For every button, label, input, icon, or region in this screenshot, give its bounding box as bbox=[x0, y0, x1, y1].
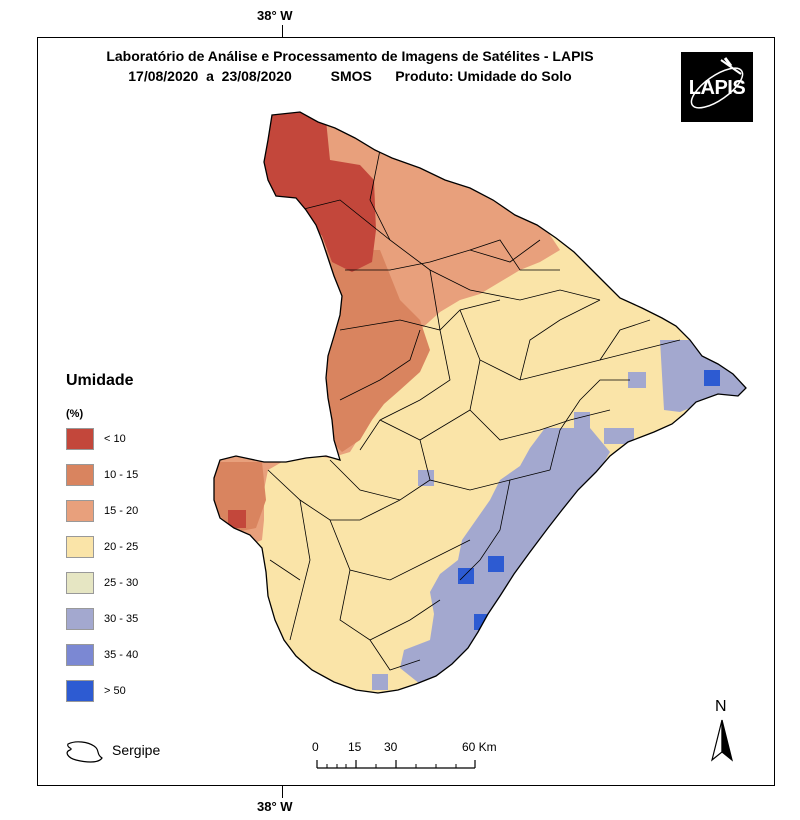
zone-30-35-cell-1 bbox=[628, 372, 646, 388]
graticule-tick-top bbox=[282, 25, 283, 37]
graticule-label-top: 38° W bbox=[257, 8, 293, 23]
logo-text: LAPIS bbox=[688, 77, 746, 99]
legend-label: 35 - 40 bbox=[104, 649, 139, 661]
boundary-shape-icon bbox=[66, 741, 103, 763]
map-frame bbox=[37, 37, 775, 786]
map-subtitle: 17/08/2020 a 23/08/2020 SMOS Produto: Um… bbox=[128, 68, 572, 84]
zone-gt-50-cell-1 bbox=[704, 370, 720, 386]
north-letter: N bbox=[715, 698, 727, 715]
legend-unit: (%) bbox=[66, 408, 84, 420]
legend-label: 25 - 30 bbox=[104, 577, 139, 589]
scale-label: 30 bbox=[384, 740, 398, 754]
graticule-tick-bottom bbox=[282, 786, 283, 798]
zone-30-35-cell-3 bbox=[574, 412, 590, 428]
map-title: Laboratório de Análise e Processamento d… bbox=[106, 48, 594, 64]
north-arrow-icon bbox=[710, 719, 734, 762]
legend-title: Umidade bbox=[66, 372, 134, 389]
zone-gt-50-cell-4 bbox=[474, 614, 490, 630]
zone-lt-10-cell bbox=[228, 510, 246, 528]
scale-label: 15 bbox=[348, 740, 362, 754]
legend-label: 15 - 20 bbox=[104, 505, 139, 517]
scale-bar-ticks bbox=[316, 760, 476, 769]
municipality-boundaries bbox=[267, 149, 681, 671]
zone-10-15-west bbox=[214, 462, 266, 532]
legend-label: 30 - 35 bbox=[104, 613, 139, 625]
legend-swatch bbox=[66, 428, 94, 450]
zone-gt-50-cell-2 bbox=[458, 568, 474, 584]
moisture-raster bbox=[214, 112, 746, 693]
zone-lt-10 bbox=[260, 112, 376, 272]
zone-30-35-cell-4 bbox=[418, 470, 434, 486]
legend-label: 10 - 15 bbox=[104, 469, 139, 481]
legend-swatch bbox=[66, 536, 94, 558]
legend-label: < 10 bbox=[104, 433, 126, 445]
zone-30-35-cell-5 bbox=[372, 674, 388, 690]
legend-label: > 50 bbox=[104, 685, 126, 697]
boundary-legend-label: Sergipe bbox=[112, 742, 161, 758]
legend-swatch bbox=[66, 644, 94, 666]
lapis-logo: LAPIS bbox=[681, 52, 753, 122]
scale-label: 0 bbox=[312, 740, 319, 754]
zone-30-35-cell-2 bbox=[604, 428, 634, 444]
graticule-label-bottom: 38° W bbox=[257, 799, 293, 814]
scale-label: 60 Km bbox=[462, 740, 497, 754]
north-arrow: N bbox=[700, 698, 744, 770]
zone-gt-50-cell-3 bbox=[488, 556, 504, 572]
legend-label: 20 - 25 bbox=[104, 541, 139, 553]
logo-orbit-icon bbox=[690, 57, 744, 109]
scale-bar: 0 15 30 60 Km bbox=[310, 738, 510, 774]
legend-swatch bbox=[66, 680, 94, 702]
legend-swatch bbox=[66, 464, 94, 486]
legend-swatch bbox=[66, 572, 94, 594]
legend-swatch bbox=[66, 608, 94, 630]
legend-swatch bbox=[66, 500, 94, 522]
zone-10-15 bbox=[320, 250, 430, 452]
zone-30-35-se bbox=[400, 428, 610, 684]
